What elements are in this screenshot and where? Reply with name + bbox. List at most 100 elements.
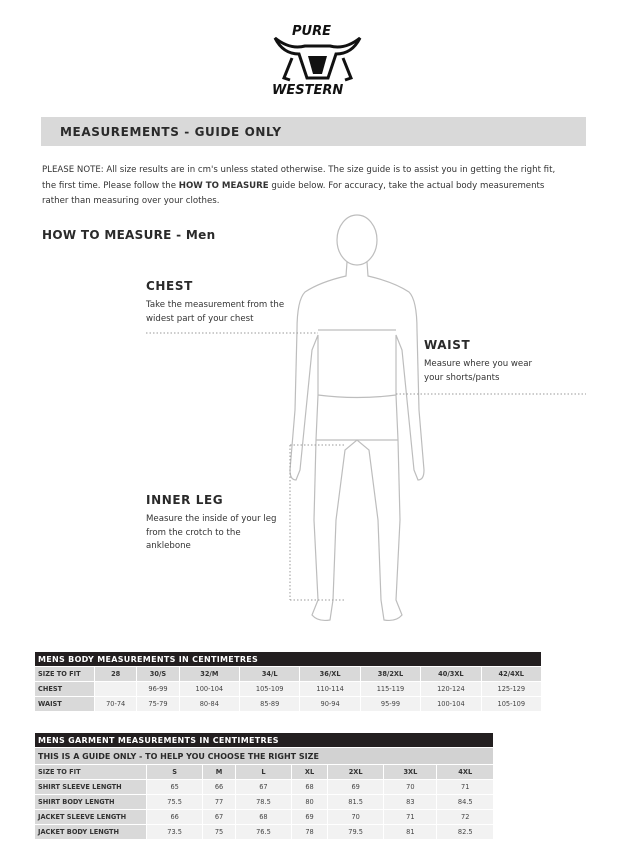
- table-cell: M: [203, 765, 235, 779]
- table-cell: 38/2XL: [360, 667, 421, 681]
- logo-text-pure: PURE: [292, 24, 331, 39]
- table-subtitle: THIS IS A GUIDE ONLY - TO HELP YOU CHOOS…: [35, 748, 493, 764]
- table-cell: 78: [292, 825, 328, 839]
- table-row: SHIRT BODY LENGTH 75.5 77 78.5 80 81.5 83 84.5: [35, 795, 493, 809]
- table-cell: 32/M: [179, 667, 240, 681]
- table-cell: 2XL: [328, 765, 384, 779]
- table-row: JACKET SLEEVE LENGTH 66 67 68 69 70 71 72: [35, 810, 493, 824]
- table-cell: 36/XL: [300, 667, 360, 681]
- table-cell: 3XL: [384, 765, 437, 779]
- table-header-row: SIZE TO FIT 28 30/S 32/M 34/L 36/XL 38/2XL 40/3…: [35, 667, 541, 681]
- table-cell: 67: [235, 780, 292, 794]
- table-cell: 105-109: [240, 682, 300, 696]
- waist-instruction: WAIST Measure where you wear your shorts…: [424, 338, 549, 385]
- table-cell: 125-129: [481, 682, 541, 696]
- table-cell: 76.5: [235, 825, 292, 839]
- inner-leg-label: INNER LEG: [146, 493, 224, 507]
- row-label: SHIRT BODY LENGTH: [35, 795, 146, 809]
- table-cell: L: [235, 765, 292, 779]
- table-cell: 70: [384, 780, 437, 794]
- table-cell: 40/3XL: [421, 667, 481, 681]
- table-cell: 80: [292, 795, 328, 809]
- note-paragraph: PLEASE NOTE: All size results are in cm'…: [42, 163, 562, 210]
- table-cell: 70-74: [95, 697, 137, 711]
- table-title: MENS GARMENT MEASUREMENTS IN CENTIMETRES: [35, 733, 493, 747]
- table-cell: 68: [235, 810, 292, 824]
- garment-measurements-table: MENS GARMENT MEASUREMENTS IN CENTIMETRES…: [34, 732, 494, 840]
- table-cell: 65: [147, 780, 203, 794]
- row-label: JACKET BODY LENGTH: [35, 825, 146, 839]
- table-cell: 71: [437, 780, 493, 794]
- table-cell: 77: [203, 795, 235, 809]
- chest-instruction: CHEST Take the measurement from the wide…: [146, 279, 296, 326]
- table-cell: 75-79: [137, 697, 179, 711]
- table-cell: 120-124: [421, 682, 481, 696]
- table-cell: 69: [292, 810, 328, 824]
- row-label: SHIRT SLEEVE LENGTH: [35, 780, 146, 794]
- inner-leg-instruction: INNER LEG Measure the inside of your leg…: [146, 493, 278, 554]
- table-cell: 80-84: [179, 697, 240, 711]
- table-cell: 75: [203, 825, 235, 839]
- table-cell: [95, 682, 137, 696]
- chest-label: CHEST: [146, 279, 193, 293]
- table-cell: S: [147, 765, 203, 779]
- table-row: SHIRT SLEEVE LENGTH 65 66 67 68 69 70 71: [35, 780, 493, 794]
- table-cell: 81: [384, 825, 437, 839]
- table-cell: 69: [328, 780, 384, 794]
- waist-description: Measure where you wear your shorts/pants: [424, 359, 533, 383]
- body-measurements-table: MENS BODY MEASUREMENTS IN CENTIMETRES SI…: [34, 651, 542, 712]
- table-cell: 42/4XL: [481, 667, 541, 681]
- table-cell: 70: [328, 810, 384, 824]
- table-cell: 79.5: [328, 825, 384, 839]
- chest-description: Take the measurement from the widest par…: [146, 300, 285, 324]
- table-cell: 73.5: [147, 825, 203, 839]
- table-cell: 81.5: [328, 795, 384, 809]
- table-cell: 84.5: [437, 795, 493, 809]
- table-cell: 100-104: [421, 697, 481, 711]
- row-label: WAIST: [35, 697, 94, 711]
- table-cell: XL: [292, 765, 328, 779]
- logo-text-western: WESTERN: [272, 83, 343, 98]
- page-title: MEASUREMENTS - GUIDE ONLY: [60, 125, 282, 139]
- table-cell: 68: [292, 780, 328, 794]
- table-cell: 83: [384, 795, 437, 809]
- pure-western-logo: PURE WESTERN: [272, 24, 362, 98]
- table-title: MENS BODY MEASUREMENTS IN CENTIMETRES: [35, 652, 541, 666]
- row-label: JACKET SLEEVE LENGTH: [35, 810, 146, 824]
- table-cell: 90-94: [300, 697, 360, 711]
- table-cell: 110-114: [300, 682, 360, 696]
- table-cell: 34/L: [240, 667, 300, 681]
- table-row: WAIST 70-74 75-79 80-84 85-89 90-94 95-99 100-1…: [35, 697, 541, 711]
- table-cell: 66: [203, 780, 235, 794]
- table-cell: 71: [384, 810, 437, 824]
- how-to-measure-title: HOW TO MEASURE - Men: [42, 228, 216, 242]
- table-cell: 30/S: [137, 667, 179, 681]
- table-cell: 75.5: [147, 795, 203, 809]
- section-header: MEASUREMENTS - GUIDE ONLY: [41, 117, 586, 146]
- table-cell: 100-104: [179, 682, 240, 696]
- table-cell: 28: [95, 667, 137, 681]
- table-cell: 85-89: [240, 697, 300, 711]
- table-cell: 66: [147, 810, 203, 824]
- table-row: CHEST 96-99 100-104 105-109 110-114 115-119 12…: [35, 682, 541, 696]
- table-cell: 115-119: [360, 682, 421, 696]
- table-cell: 78.5: [235, 795, 292, 809]
- table-row: JACKET BODY LENGTH 73.5 75 76.5 78 79.5 81 82.5: [35, 825, 493, 839]
- waist-label: WAIST: [424, 338, 471, 352]
- note-text-end: guide below. For accuracy, take the actu…: [42, 180, 545, 207]
- note-bold: HOW TO MEASURE: [178, 180, 269, 191]
- row-label: CHEST: [35, 682, 94, 696]
- note-text: PLEASE NOTE: All size results are in cm'…: [42, 165, 556, 191]
- table-header-row: SIZE TO FIT S M L XL 2XL 3XL 4XL: [35, 765, 493, 779]
- table-cell: 105-109: [481, 697, 541, 711]
- table-cell: 82.5: [437, 825, 493, 839]
- table-cell: 4XL: [437, 765, 493, 779]
- table-cell: 72: [437, 810, 493, 824]
- measurement-guides: [146, 332, 586, 601]
- body-outline: [289, 214, 425, 622]
- inner-leg-description: Measure the inside of your leg from the …: [146, 514, 277, 551]
- table-cell: 95-99: [360, 697, 421, 711]
- table-cell: 96-99: [137, 682, 179, 696]
